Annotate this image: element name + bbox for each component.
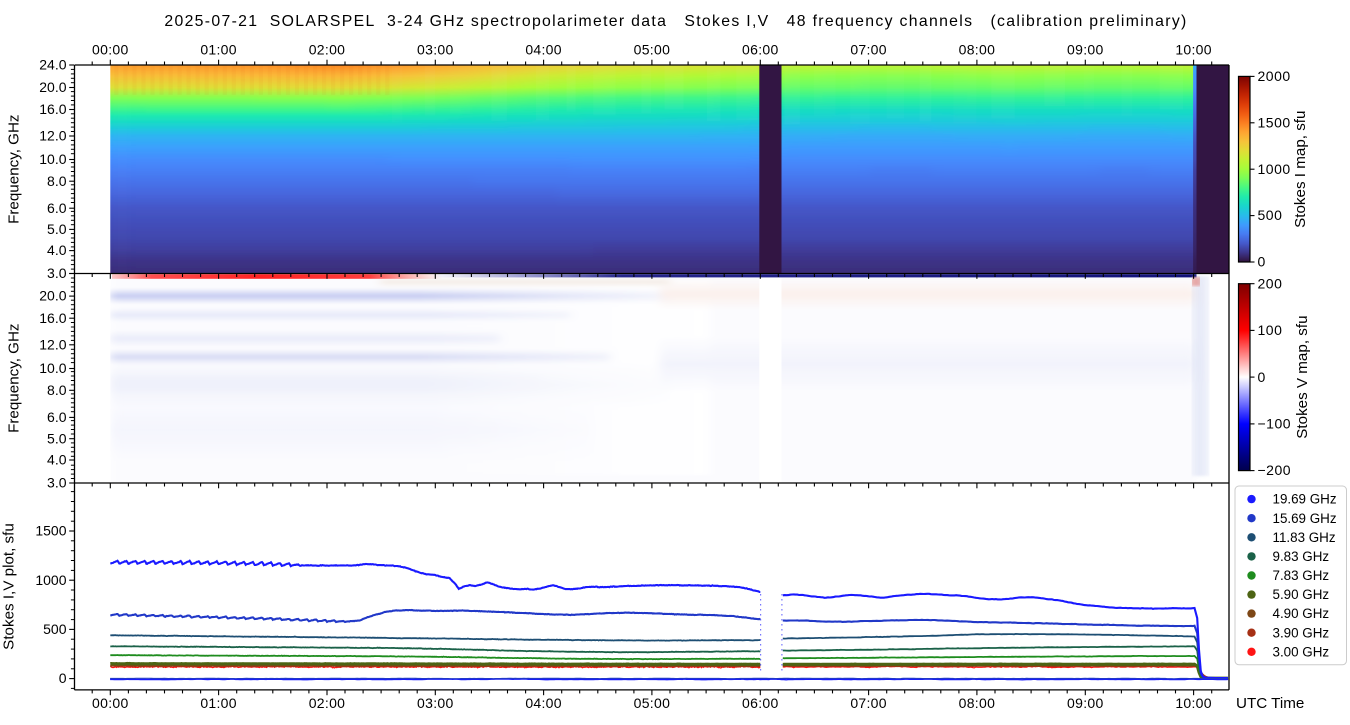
svg-text:2000: 2000 (1258, 68, 1291, 84)
svg-text:0: 0 (1258, 369, 1266, 385)
svg-text:03:00: 03:00 (417, 42, 454, 58)
svg-text:6.0: 6.0 (47, 409, 67, 425)
svg-text:4.0: 4.0 (47, 452, 67, 468)
svg-text:16.0: 16.0 (39, 101, 66, 117)
svg-text:5.0: 5.0 (47, 430, 67, 446)
svg-text:06:00: 06:00 (742, 695, 779, 711)
svg-text:01:00: 01:00 (200, 42, 237, 58)
svg-text:1500: 1500 (35, 523, 66, 539)
svg-text:1000: 1000 (1258, 161, 1291, 177)
svg-text:8.0: 8.0 (47, 382, 67, 398)
svg-text:10:00: 10:00 (1175, 695, 1212, 711)
svg-text:6.0: 6.0 (47, 200, 67, 216)
svg-text:05:00: 05:00 (634, 42, 671, 58)
svg-text:500: 500 (1258, 207, 1283, 223)
svg-text:−200: −200 (1258, 462, 1292, 478)
svg-text:04:00: 04:00 (525, 42, 562, 58)
svg-text:3.00 GHz: 3.00 GHz (1273, 644, 1330, 659)
svg-text:4.0: 4.0 (47, 242, 67, 258)
svg-text:8.0: 8.0 (47, 173, 67, 189)
svg-text:01:00: 01:00 (200, 695, 237, 711)
svg-text:200: 200 (1258, 275, 1283, 291)
svg-text:20.0: 20.0 (39, 79, 66, 95)
svg-text:16.0: 16.0 (39, 310, 66, 326)
svg-text:11.83 GHz: 11.83 GHz (1273, 530, 1336, 545)
svg-text:10:00: 10:00 (1175, 42, 1212, 58)
svg-text:3.90 GHz: 3.90 GHz (1273, 625, 1330, 640)
svg-text:09:00: 09:00 (1067, 695, 1104, 711)
svg-text:500: 500 (43, 621, 67, 637)
svg-text:2025-07-21 SOLARSPEL 3-24 GH: 2025-07-21 SOLARSPEL 3-24 GHz spectropol… (164, 13, 1187, 30)
svg-text:00:00: 00:00 (92, 695, 129, 711)
svg-text:5.0: 5.0 (47, 221, 67, 237)
svg-text:4.90 GHz: 4.90 GHz (1273, 606, 1330, 621)
svg-text:07:00: 07:00 (850, 42, 887, 58)
svg-text:Stokes V map, sfu: Stokes V map, sfu (1294, 315, 1311, 438)
svg-text:1000: 1000 (35, 572, 66, 588)
svg-text:3.0: 3.0 (47, 475, 67, 491)
svg-text:10.0: 10.0 (39, 151, 66, 167)
svg-text:1500: 1500 (1258, 114, 1291, 130)
svg-text:06:00: 06:00 (742, 42, 779, 58)
svg-text:00:00: 00:00 (92, 42, 129, 58)
svg-text:5.90 GHz: 5.90 GHz (1273, 587, 1330, 602)
svg-text:UTC Time: UTC Time (1236, 695, 1304, 712)
svg-text:15.69 GHz: 15.69 GHz (1273, 511, 1337, 526)
svg-text:Frequency, GHz: Frequency, GHz (6, 114, 23, 223)
svg-text:07:00: 07:00 (850, 695, 887, 711)
svg-text:02:00: 02:00 (309, 695, 346, 711)
svg-text:10.0: 10.0 (39, 360, 66, 376)
svg-text:Stokes I,V plot, sfu: Stokes I,V plot, sfu (1, 523, 18, 650)
svg-text:09:00: 09:00 (1067, 42, 1104, 58)
svg-text:7.83 GHz: 7.83 GHz (1273, 568, 1330, 583)
svg-text:Stokes I map, sfu: Stokes I map, sfu (1292, 111, 1309, 228)
svg-text:19.69 GHz: 19.69 GHz (1273, 492, 1337, 507)
svg-text:0: 0 (1258, 254, 1266, 270)
svg-text:03:00: 03:00 (417, 695, 454, 711)
svg-text:12.0: 12.0 (39, 128, 66, 144)
svg-text:02:00: 02:00 (309, 42, 346, 58)
svg-text:3.0: 3.0 (47, 265, 67, 281)
svg-text:04:00: 04:00 (525, 695, 562, 711)
svg-text:0: 0 (59, 670, 67, 686)
svg-text:9.83 GHz: 9.83 GHz (1273, 549, 1330, 564)
svg-text:05:00: 05:00 (634, 695, 671, 711)
svg-text:20.0: 20.0 (39, 288, 66, 304)
svg-text:12.0: 12.0 (39, 336, 66, 352)
svg-text:Frequency, GHz: Frequency, GHz (6, 323, 23, 432)
svg-text:08:00: 08:00 (959, 695, 996, 711)
svg-text:08:00: 08:00 (959, 42, 996, 58)
svg-text:−100: −100 (1258, 416, 1292, 432)
svg-text:100: 100 (1258, 322, 1283, 338)
svg-text:24.0: 24.0 (39, 57, 66, 73)
